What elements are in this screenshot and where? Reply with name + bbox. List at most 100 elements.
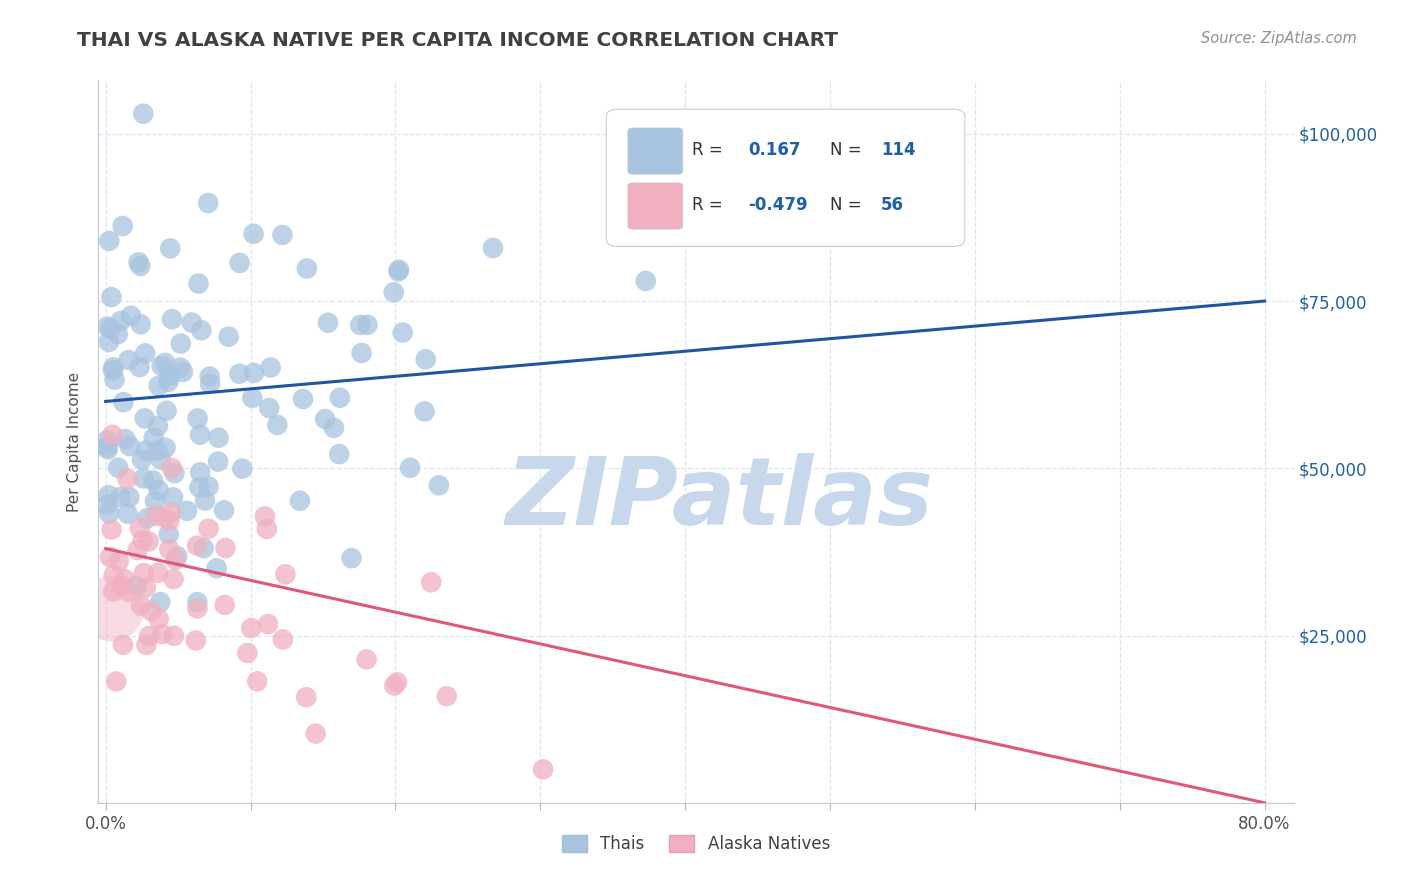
- Point: [129, 259, 152, 273]
- Point: [142, 431, 165, 445]
- Point: [180, 315, 202, 329]
- Point: [170, 336, 193, 351]
- Point: [427, 478, 450, 492]
- Point: [132, 107, 155, 121]
- Point: [141, 604, 163, 618]
- Point: [100, 602, 122, 616]
- Point: [399, 460, 422, 475]
- Point: [188, 465, 211, 479]
- Point: [96, 498, 118, 512]
- Point: [415, 352, 437, 367]
- Point: [155, 403, 177, 417]
- Point: [150, 359, 173, 373]
- Point: [129, 318, 152, 332]
- Point: [150, 627, 173, 641]
- Point: [186, 411, 208, 425]
- Point: [128, 255, 150, 269]
- Point: [256, 522, 278, 536]
- Point: [356, 318, 378, 332]
- Point: [128, 521, 150, 535]
- Point: [155, 441, 177, 455]
- Point: [356, 652, 378, 666]
- Point: [146, 418, 169, 433]
- Point: [186, 601, 208, 615]
- Point: [131, 533, 153, 548]
- Point: [190, 323, 212, 337]
- Point: [266, 417, 288, 432]
- Point: [323, 421, 346, 435]
- Point: [316, 316, 339, 330]
- Point: [314, 412, 336, 426]
- Point: [117, 507, 139, 521]
- Point: [114, 432, 136, 446]
- Point: [162, 491, 184, 505]
- Point: [218, 329, 240, 343]
- Text: ZIPatlas: ZIPatlas: [506, 453, 934, 545]
- Point: [187, 277, 209, 291]
- Point: [271, 227, 294, 242]
- Point: [169, 360, 191, 375]
- Point: [100, 523, 122, 537]
- Point: [253, 509, 276, 524]
- Point: [163, 629, 186, 643]
- Point: [103, 360, 125, 375]
- Point: [142, 474, 165, 488]
- Point: [160, 461, 183, 475]
- Point: [349, 318, 371, 332]
- Point: [100, 290, 122, 304]
- Point: [382, 678, 405, 692]
- Text: THAI VS ALASKA NATIVE PER CAPITA INCOME CORRELATION CHART: THAI VS ALASKA NATIVE PER CAPITA INCOME …: [77, 31, 838, 50]
- Point: [98, 506, 121, 520]
- Point: [149, 595, 172, 609]
- Point: [157, 369, 180, 384]
- Point: [136, 511, 159, 525]
- Point: [111, 578, 134, 592]
- Point: [240, 391, 263, 405]
- Point: [228, 367, 250, 381]
- Point: [385, 675, 408, 690]
- Point: [110, 314, 132, 328]
- Legend: Thais, Alaska Natives: Thais, Alaska Natives: [555, 828, 837, 860]
- Point: [96, 440, 118, 454]
- Point: [295, 690, 318, 705]
- Point: [157, 527, 180, 541]
- Point: [148, 378, 170, 392]
- Text: 114: 114: [882, 141, 915, 159]
- Point: [96, 319, 118, 334]
- Point: [197, 522, 219, 536]
- Point: [194, 493, 217, 508]
- Point: [166, 549, 188, 564]
- Point: [128, 360, 150, 375]
- Point: [129, 599, 152, 613]
- Point: [205, 561, 228, 575]
- Point: [97, 442, 120, 457]
- Point: [388, 262, 411, 277]
- Point: [242, 227, 264, 241]
- Point: [163, 467, 186, 481]
- Point: [157, 514, 180, 528]
- Point: [107, 327, 129, 342]
- Text: R =: R =: [692, 196, 728, 214]
- Point: [98, 549, 121, 564]
- Point: [117, 584, 139, 599]
- Point: [149, 452, 172, 467]
- Point: [153, 356, 176, 370]
- Point: [111, 219, 134, 233]
- Point: [162, 572, 184, 586]
- Point: [176, 504, 198, 518]
- Point: [112, 638, 135, 652]
- Point: [340, 551, 363, 566]
- Point: [135, 443, 157, 458]
- Point: [98, 234, 121, 248]
- Point: [482, 241, 505, 255]
- Point: [135, 638, 157, 652]
- Text: N =: N =: [830, 141, 866, 159]
- Point: [132, 471, 155, 485]
- Point: [274, 567, 297, 582]
- Point: [160, 312, 183, 326]
- Text: R =: R =: [692, 141, 728, 159]
- FancyBboxPatch shape: [628, 128, 683, 174]
- Point: [214, 541, 236, 555]
- Text: 0.167: 0.167: [748, 141, 801, 159]
- Point: [134, 346, 156, 360]
